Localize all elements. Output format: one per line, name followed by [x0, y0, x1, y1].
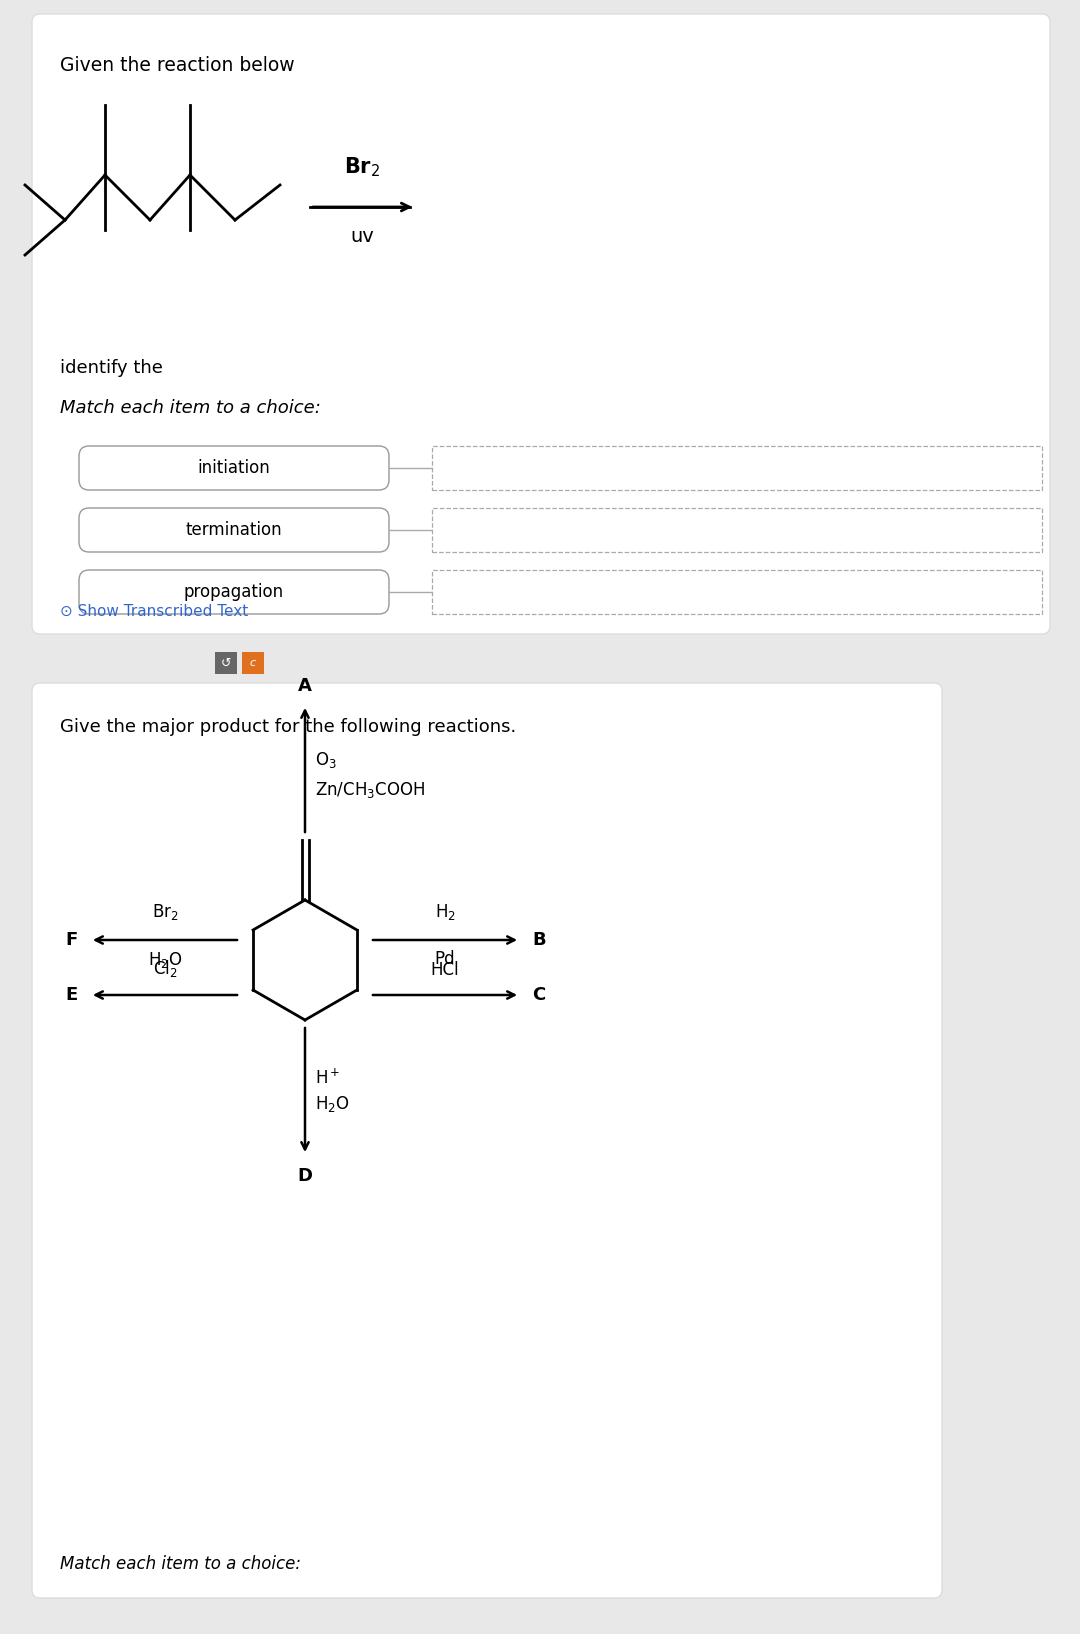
Text: Cl$_2$: Cl$_2$: [152, 958, 177, 979]
Text: B: B: [532, 931, 545, 949]
FancyBboxPatch shape: [79, 446, 389, 490]
Text: HCl: HCl: [431, 961, 459, 979]
Bar: [432, 570, 1042, 614]
Text: uv: uv: [350, 227, 374, 247]
Text: E: E: [66, 985, 78, 1003]
Bar: [215, 652, 237, 673]
Text: H$_2$O: H$_2$O: [315, 1095, 350, 1114]
Text: initiation: initiation: [198, 459, 270, 477]
Text: ⊙ Show Transcribed Text: ⊙ Show Transcribed Text: [60, 605, 248, 619]
Bar: [432, 446, 1042, 490]
Text: H$_2$O: H$_2$O: [148, 949, 183, 971]
Text: Given the reaction below: Given the reaction below: [60, 56, 295, 75]
Text: A: A: [298, 676, 312, 694]
Text: Give the major product for the following reactions.: Give the major product for the following…: [60, 717, 516, 735]
FancyBboxPatch shape: [32, 15, 1050, 634]
Text: H$_2$: H$_2$: [434, 902, 456, 922]
Text: C: C: [532, 985, 545, 1003]
Text: D: D: [297, 1167, 312, 1185]
Text: Br$_2$: Br$_2$: [151, 902, 178, 922]
Text: H$^+$: H$^+$: [315, 1069, 340, 1088]
Text: O$_3$: O$_3$: [315, 750, 337, 770]
Text: Match each item to a choice:: Match each item to a choice:: [60, 399, 321, 417]
Text: ↺: ↺: [220, 657, 231, 670]
Text: Br$_2$: Br$_2$: [343, 155, 380, 180]
Text: F: F: [66, 931, 78, 949]
Text: identify the: identify the: [60, 359, 163, 377]
FancyBboxPatch shape: [79, 570, 389, 614]
Text: propagation: propagation: [184, 583, 284, 601]
FancyBboxPatch shape: [32, 683, 942, 1598]
FancyBboxPatch shape: [79, 508, 389, 552]
Bar: [432, 508, 1042, 552]
Text: c: c: [249, 659, 256, 668]
Text: Pd: Pd: [434, 949, 456, 967]
Text: Zn/CH$_3$COOH: Zn/CH$_3$COOH: [315, 779, 426, 801]
Bar: [242, 652, 264, 673]
Text: termination: termination: [186, 521, 282, 539]
Text: Match each item to a choice:: Match each item to a choice:: [60, 1556, 301, 1574]
